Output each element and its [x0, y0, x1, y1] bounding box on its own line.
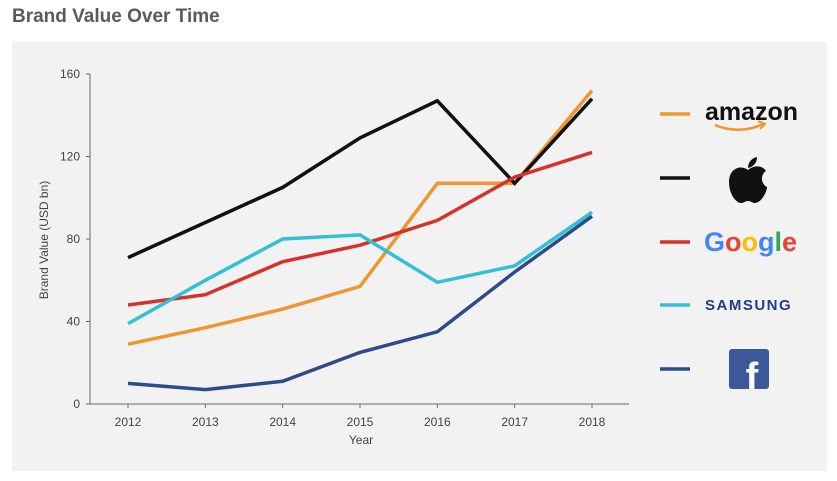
x-tick-label: 2012 [115, 415, 142, 429]
y-ticks: 0 40 80 120 160 [60, 67, 90, 411]
x-tick-label: 2018 [579, 415, 606, 429]
y-tick-label: 80 [67, 232, 81, 246]
series-lines [127, 89, 594, 392]
facebook-logo [729, 349, 769, 389]
page-title: Brand Value Over Time [12, 6, 220, 27]
y-axis-label: Brand Value (USD bn) [37, 181, 51, 300]
series-line-google [127, 150, 593, 307]
apple-logo [729, 157, 767, 203]
google-logo: Google [704, 227, 797, 257]
x-ticks: 2012 2013 2014 2015 2016 2017 2018 [115, 404, 606, 429]
x-tick-label: 2015 [347, 415, 374, 429]
x-tick-label: 2014 [269, 415, 296, 429]
y-tick-label: 160 [60, 67, 80, 81]
y-tick-label: 0 [73, 397, 80, 411]
amazon-arrow-icon [757, 120, 767, 130]
series-line-facebook [127, 214, 594, 392]
y-tick-label: 120 [60, 150, 80, 164]
x-tick-label: 2016 [424, 415, 451, 429]
chart-panel [12, 42, 827, 471]
x-tick-label: 2017 [501, 415, 528, 429]
amazon-logo: amazon [705, 98, 798, 126]
samsung-logo: SAMSUNG [705, 297, 792, 314]
facebook-logo-letter: f [746, 356, 759, 398]
legend: amazon Google SAMSUNG f [660, 98, 798, 398]
x-tick-label: 2013 [192, 415, 219, 429]
amazon-smile-icon [714, 122, 764, 131]
series-line-apple [127, 97, 594, 260]
series-line-amazon [127, 89, 594, 346]
x-axis-label: Year [349, 433, 373, 447]
y-tick-label: 40 [67, 315, 81, 329]
series-line-samsung [127, 210, 593, 326]
